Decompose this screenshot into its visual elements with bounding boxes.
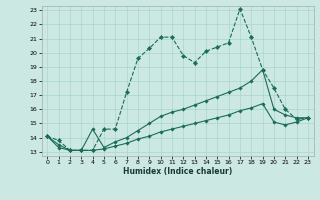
X-axis label: Humidex (Indice chaleur): Humidex (Indice chaleur) (123, 167, 232, 176)
